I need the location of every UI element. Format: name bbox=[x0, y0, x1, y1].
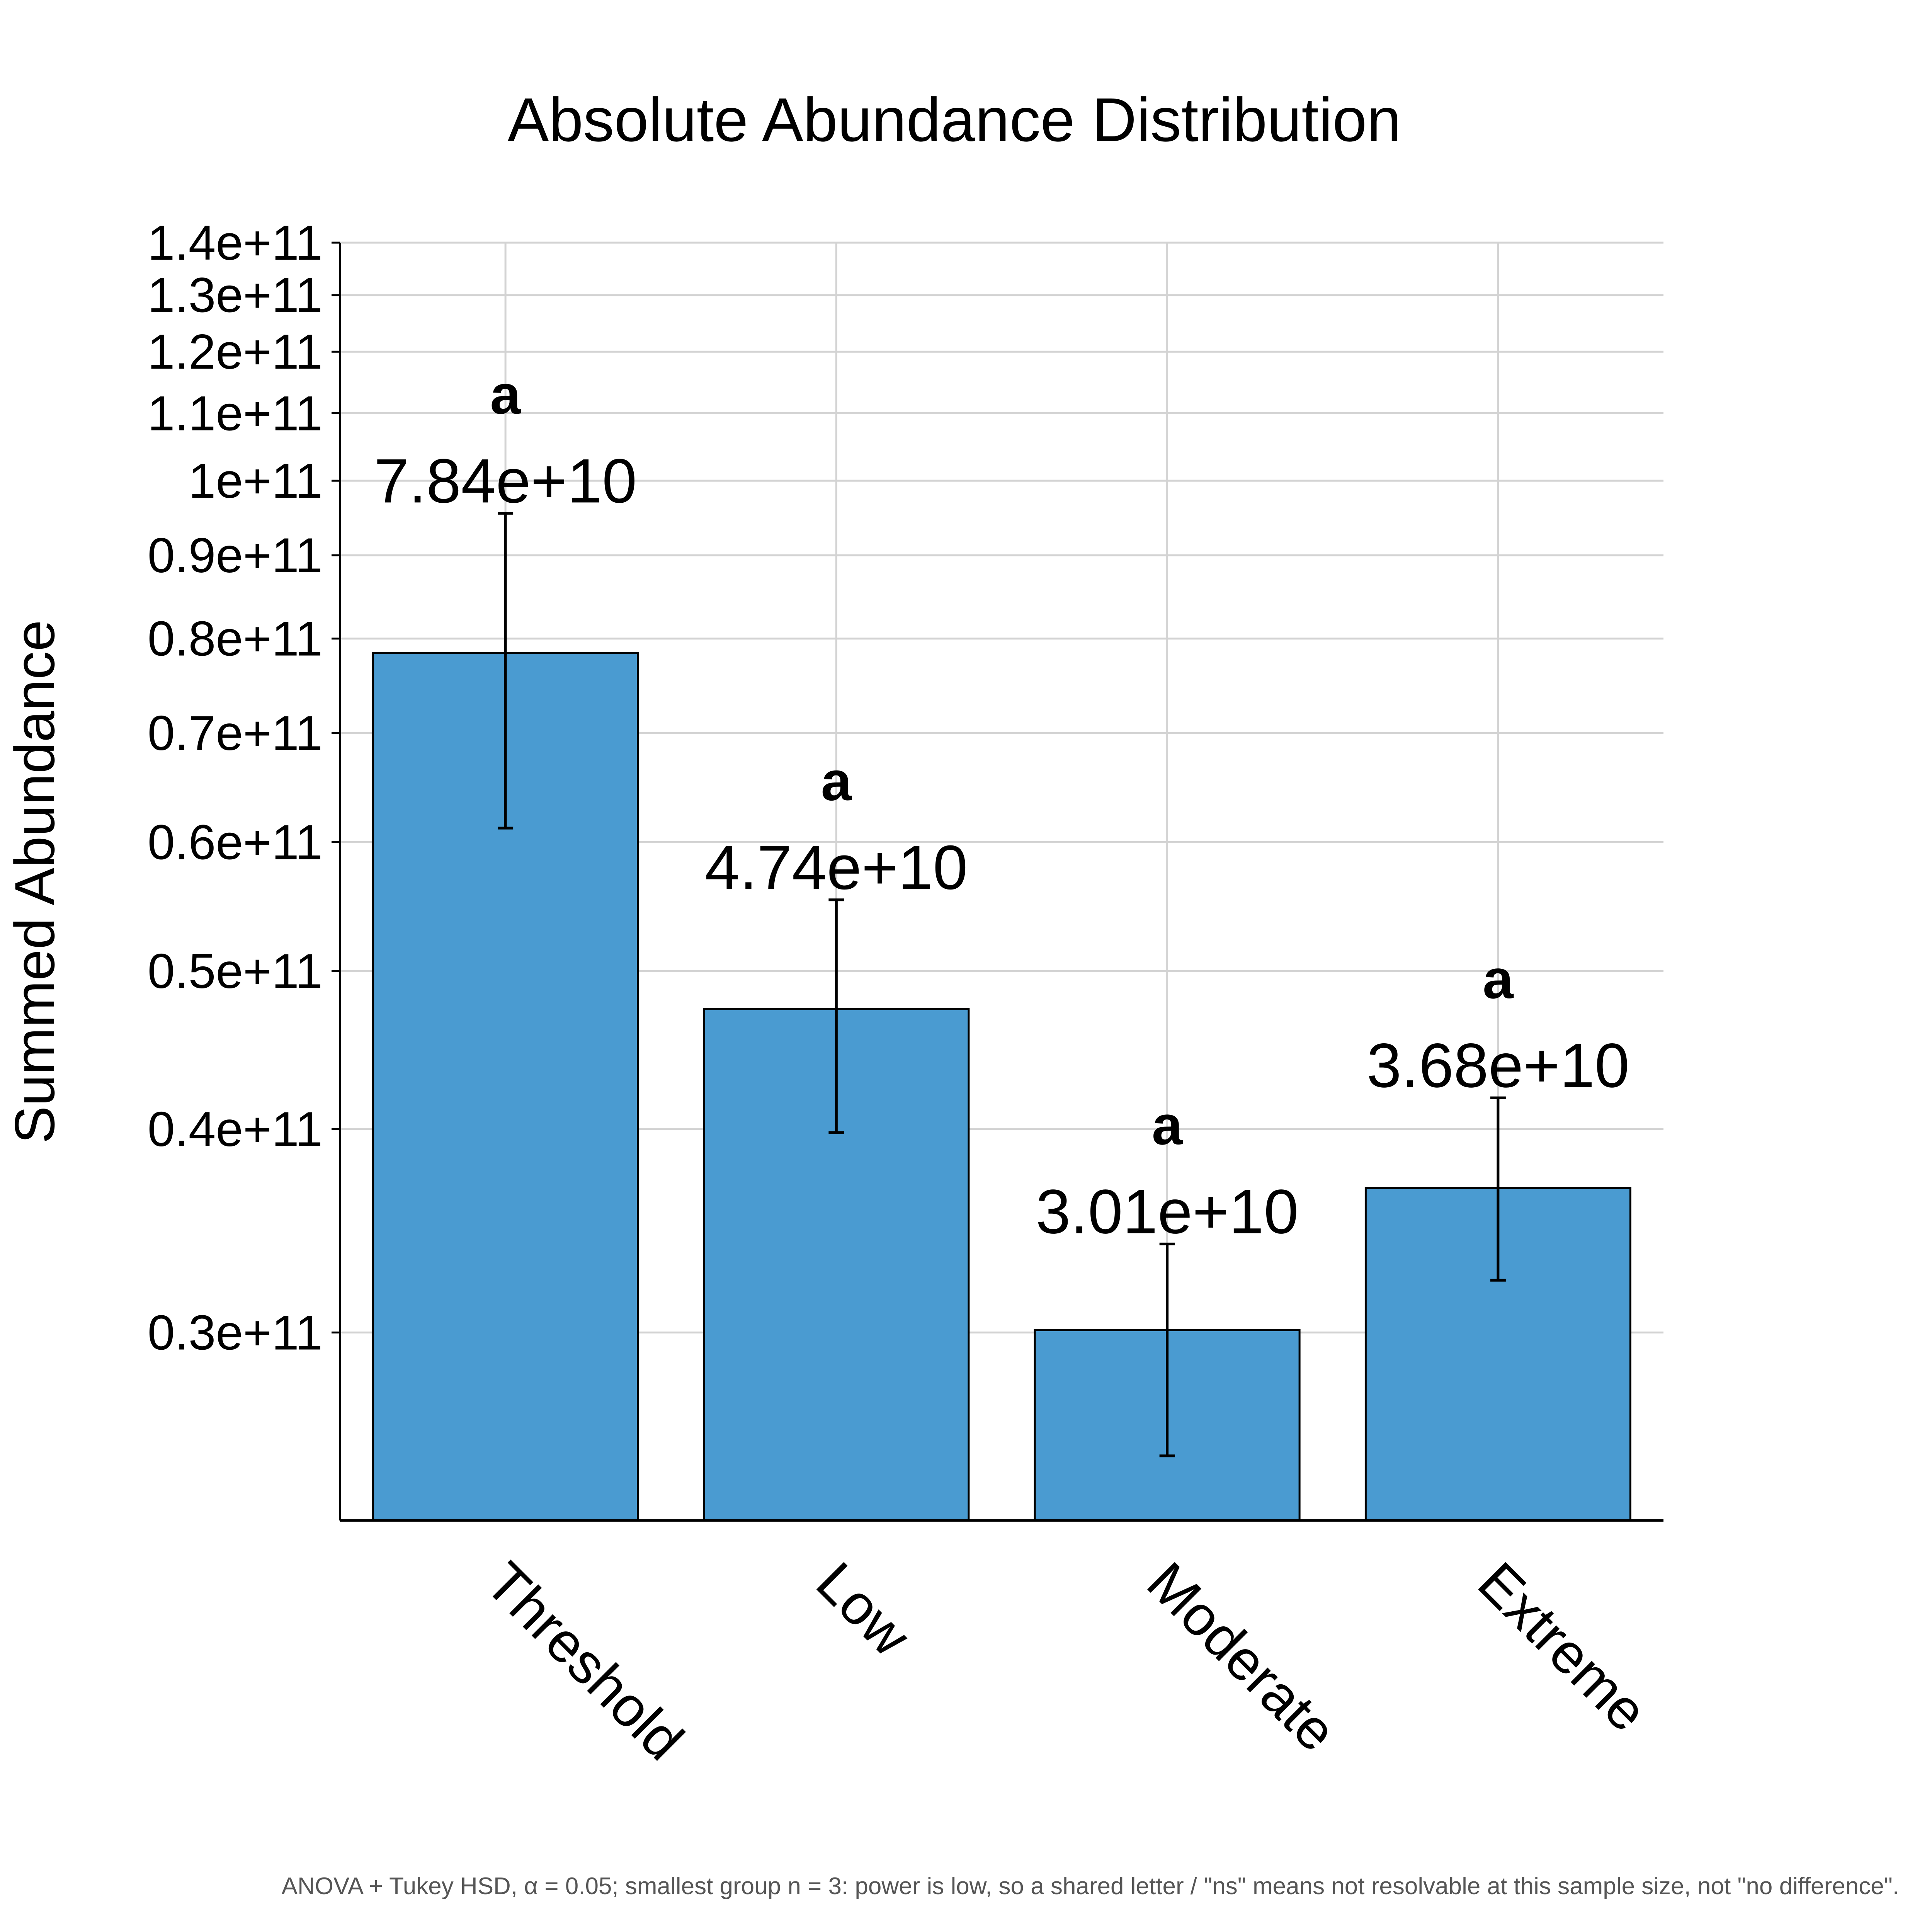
y-tick-label: 0.3e+11 bbox=[148, 1305, 323, 1360]
x-axis-ticks: Threshold Low Moderate Extreme bbox=[474, 1550, 1659, 1772]
y-tick-label: 1e+11 bbox=[189, 453, 323, 508]
y-axis-label: Summed Abundance bbox=[3, 620, 66, 1144]
y-tick-label: 0.5e+11 bbox=[148, 944, 323, 998]
significance-letter: a bbox=[1483, 949, 1514, 1010]
chart-footnote: ANOVA + Tukey HSD, α = 0.05; smallest gr… bbox=[282, 1873, 1899, 1900]
data-label: 4.74e+10 bbox=[705, 833, 968, 903]
significance-letter: a bbox=[1152, 1095, 1183, 1156]
y-tick-label: 1.2e+11 bbox=[148, 324, 323, 379]
bar-annotations: 7.84e+10 a 4.74e+10 a 3.01e+10 a 3.68e+10 a bbox=[374, 364, 1629, 1247]
significance-letter: a bbox=[490, 364, 521, 425]
data-label: 7.84e+10 bbox=[374, 446, 637, 516]
y-tick-label: 1.3e+11 bbox=[148, 268, 323, 323]
data-label: 3.68e+10 bbox=[1367, 1031, 1629, 1100]
data-label: 3.01e+10 bbox=[1036, 1177, 1299, 1247]
chart-title: Absolute Abundance Distribution bbox=[508, 85, 1401, 154]
y-tick-label: 0.9e+11 bbox=[148, 528, 323, 583]
x-tick-label: Moderate bbox=[1136, 1550, 1349, 1763]
x-tick-label: Low bbox=[804, 1550, 922, 1668]
y-tick-label: 0.4e+11 bbox=[148, 1102, 323, 1156]
y-tick-label: 0.6e+11 bbox=[148, 815, 323, 869]
x-tick-label: Extreme bbox=[1466, 1550, 1660, 1743]
y-tick-label: 0.7e+11 bbox=[148, 706, 323, 760]
error-bars bbox=[498, 512, 1506, 1458]
y-axis-ticks: 0.3e+11 0.4e+11 0.5e+11 0.6e+11 0.7e+11 0.8e+… bbox=[148, 215, 340, 1360]
x-tick-label: Threshold bbox=[474, 1550, 696, 1772]
y-tick-label: 1.4e+11 bbox=[148, 215, 323, 270]
y-tick-label: 0.8e+11 bbox=[148, 611, 323, 666]
significance-letter: a bbox=[821, 751, 852, 812]
y-tick-label: 1.1e+11 bbox=[148, 386, 323, 441]
